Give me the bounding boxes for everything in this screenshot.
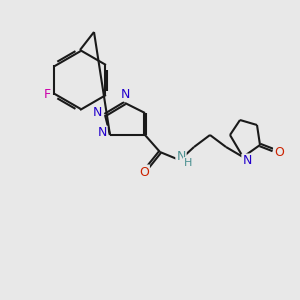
Text: N: N bbox=[92, 106, 102, 119]
Text: N: N bbox=[97, 127, 107, 140]
Text: O: O bbox=[139, 166, 149, 178]
Text: H: H bbox=[184, 158, 192, 168]
Text: N: N bbox=[120, 88, 130, 100]
Text: N: N bbox=[176, 151, 186, 164]
Text: N: N bbox=[242, 154, 252, 167]
Text: O: O bbox=[274, 146, 284, 158]
Text: F: F bbox=[44, 88, 51, 101]
